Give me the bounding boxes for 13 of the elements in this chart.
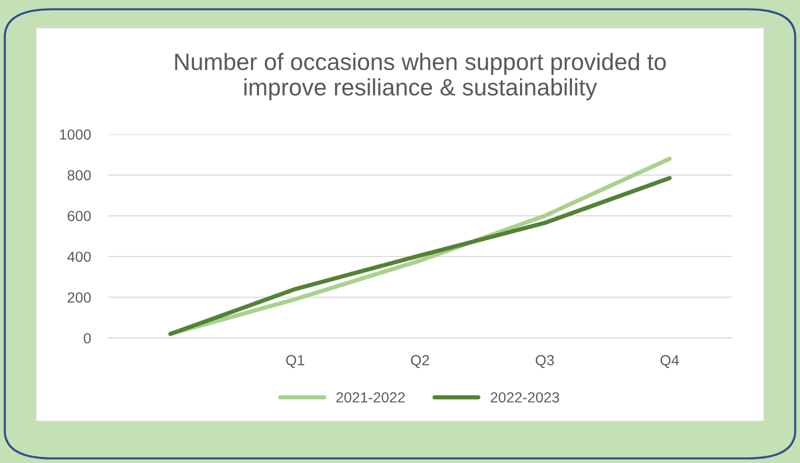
y-tick-label: 1000: [60, 129, 91, 140]
x-tick-label: Q1: [286, 355, 304, 368]
legend-label: 2021-2022: [336, 392, 405, 403]
x-tick-label: Q4: [660, 355, 679, 368]
chart-title: Number of occasions when support provided to improve resiliance & sustainability: [175, 52, 666, 100]
y-tick-label: 400: [67, 252, 91, 262]
y-tick-label: 0: [84, 333, 91, 344]
y-tick-label: 600: [68, 210, 91, 222]
legend-label: 2022-2023: [490, 392, 560, 403]
y-tick-label: 800: [68, 170, 91, 180]
x-tick-label: Q3: [536, 355, 554, 368]
x-tick-label: Q2: [410, 355, 429, 368]
y-tick-label: 200: [68, 292, 91, 303]
